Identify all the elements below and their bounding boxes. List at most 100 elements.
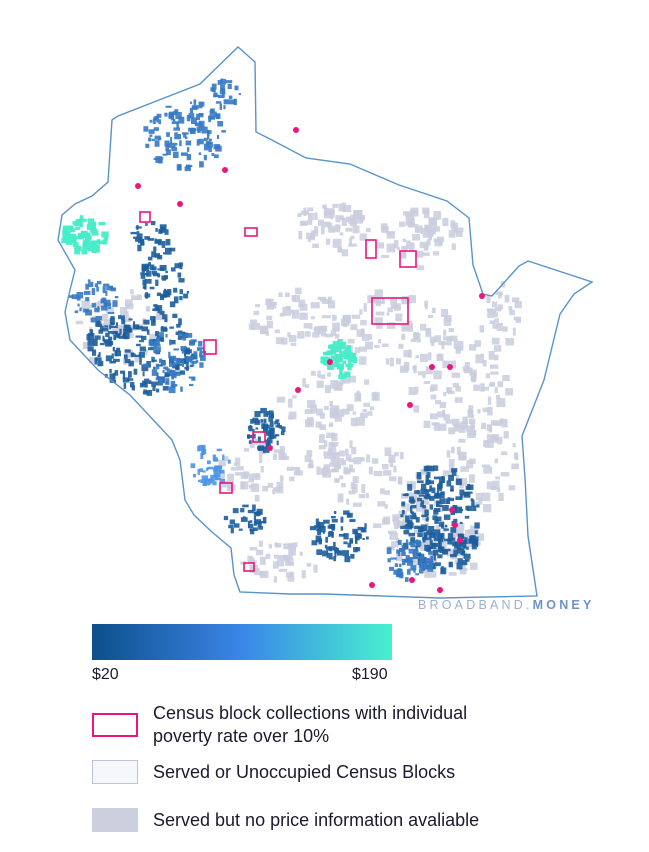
no-price-block — [473, 384, 480, 391]
price-block — [349, 519, 356, 522]
no-price-block — [495, 291, 503, 296]
price-block — [102, 335, 105, 342]
no-price-block — [221, 481, 230, 488]
price-block — [147, 238, 154, 241]
no-price-block — [428, 235, 432, 241]
no-price-block — [498, 292, 502, 299]
price-block — [170, 137, 173, 144]
price-block — [163, 288, 167, 295]
price-block — [108, 306, 111, 309]
price-block — [343, 349, 348, 356]
price-block — [402, 542, 409, 550]
price-block — [102, 239, 107, 245]
no-price-block — [313, 226, 319, 233]
no-price-block — [394, 452, 399, 457]
price-block — [426, 561, 434, 564]
price-block — [116, 347, 121, 352]
poverty-spot — [135, 183, 141, 189]
price-block — [178, 358, 185, 364]
no-price-block — [266, 298, 271, 307]
price-block — [165, 241, 171, 246]
price-block — [83, 290, 91, 295]
no-price-block — [287, 576, 295, 582]
no-price-block — [332, 314, 337, 321]
price-block — [389, 566, 394, 571]
price-block — [155, 239, 162, 244]
price-block — [253, 515, 257, 521]
price-block — [201, 126, 208, 134]
price-block — [154, 306, 158, 312]
price-block — [75, 246, 82, 252]
price-block — [187, 356, 194, 361]
price-block — [319, 526, 326, 533]
no-price-block — [403, 361, 410, 371]
price-block — [327, 344, 333, 349]
price-block — [79, 307, 82, 312]
no-price-block — [435, 400, 441, 405]
no-price-block — [513, 452, 518, 460]
no-price-block — [419, 353, 428, 363]
no-price-block — [366, 454, 371, 463]
price-block — [418, 526, 425, 532]
no-price-block — [402, 238, 406, 243]
no-price-block — [297, 331, 305, 339]
price-block — [401, 509, 405, 515]
price-block — [430, 532, 436, 538]
price-block — [429, 504, 434, 510]
price-block — [333, 511, 337, 514]
no-price-block — [376, 324, 383, 329]
price-block — [138, 233, 143, 240]
no-price-block — [480, 353, 484, 358]
price-block — [408, 548, 416, 552]
price-block — [198, 340, 203, 347]
no-price-swatch — [92, 808, 138, 832]
price-block — [190, 128, 195, 134]
no-price-block — [156, 311, 166, 320]
price-block — [109, 324, 112, 330]
price-block — [345, 353, 350, 358]
no-price-block — [345, 448, 349, 455]
no-price-block — [401, 245, 408, 251]
no-price-block — [454, 227, 464, 233]
poverty-spot — [429, 364, 435, 370]
price-block — [158, 137, 162, 141]
no-price-block — [447, 548, 454, 557]
price-block — [338, 374, 347, 380]
no-price-block — [459, 568, 467, 575]
no-price-block — [482, 492, 491, 502]
no-price-block — [464, 367, 473, 374]
no-price-block — [439, 504, 444, 512]
no-price-block — [317, 370, 321, 378]
no-price-block — [346, 498, 350, 505]
price-block — [146, 390, 153, 396]
price-block — [62, 225, 67, 232]
no-price-block — [407, 222, 415, 228]
price-block — [144, 382, 148, 388]
no-price-block — [298, 230, 303, 240]
no-price-block — [470, 525, 479, 534]
price-block — [431, 542, 438, 547]
no-price-block — [409, 323, 414, 332]
price-block — [69, 295, 73, 298]
price-block — [200, 453, 204, 460]
no-price-block — [367, 411, 373, 416]
no-price-block — [359, 457, 365, 462]
price-block — [344, 556, 351, 563]
no-price-block — [490, 371, 499, 375]
no-price-block — [272, 489, 276, 495]
no-price-block — [226, 484, 235, 492]
no-price-block — [430, 413, 438, 420]
no-price-block — [329, 401, 333, 407]
price-block — [189, 364, 194, 368]
price-block — [429, 495, 435, 501]
price-block — [106, 286, 113, 291]
no-price-block — [299, 312, 308, 320]
price-block — [123, 328, 127, 336]
price-block — [400, 514, 404, 518]
no-price-block — [299, 220, 308, 226]
price-block — [177, 134, 181, 140]
no-price-block — [327, 372, 332, 377]
no-price-block — [342, 205, 352, 213]
price-block — [178, 116, 185, 124]
price-block — [340, 526, 344, 531]
